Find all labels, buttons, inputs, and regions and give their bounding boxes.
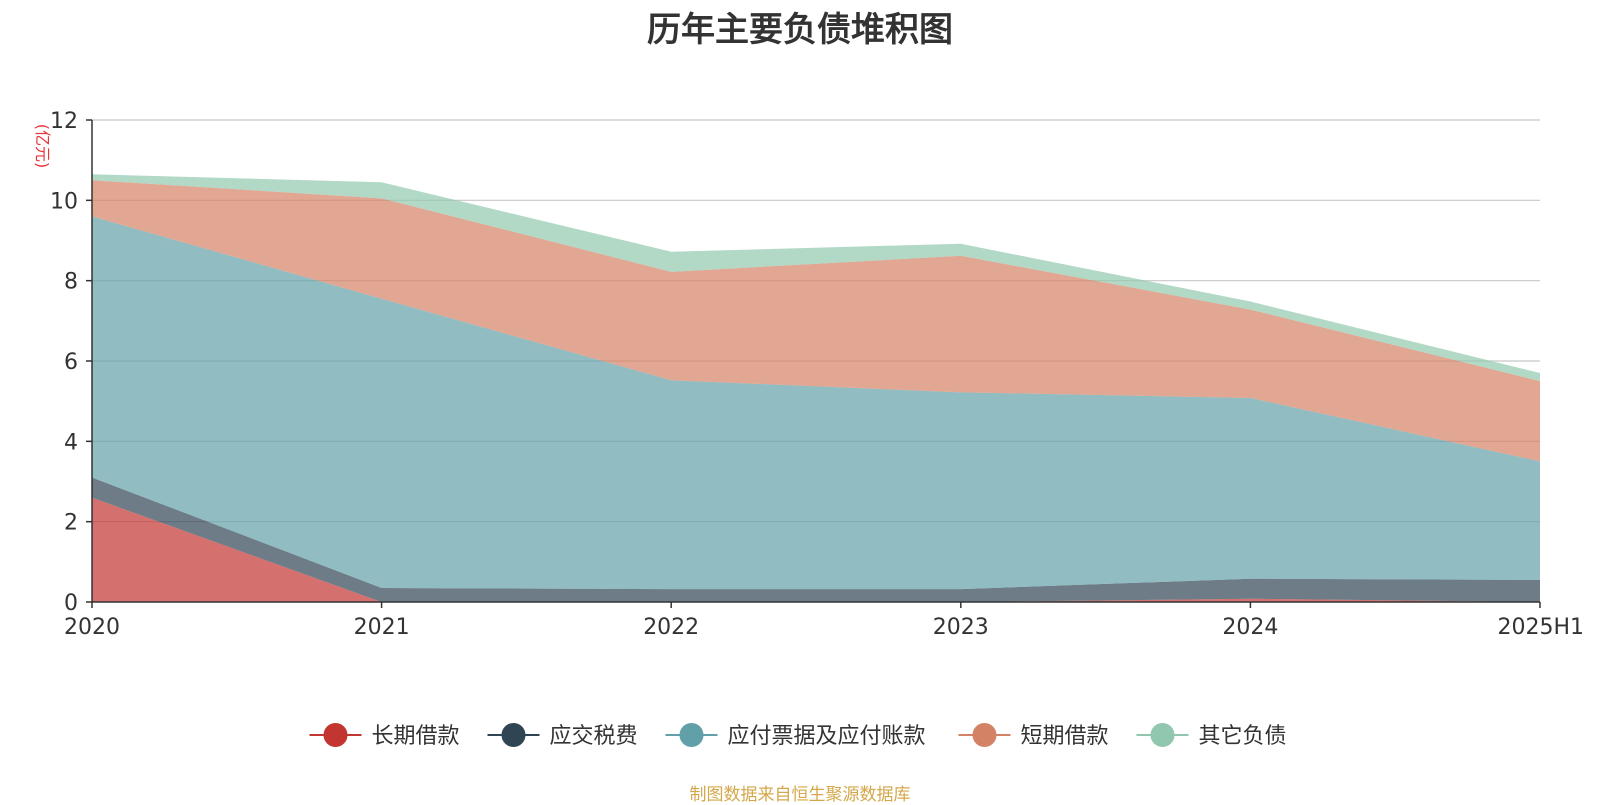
axes: 0 2 4 6 8 10 12 2020 2021 2022 2023 2024 2025H1 (亿元) [33, 109, 1584, 640]
legend-item-1[interactable]: 应交税费 [487, 723, 638, 749]
y-tick-label: 8 [64, 270, 78, 295]
area-series-0 [92, 497, 1540, 602]
legend-marker [972, 723, 997, 747]
y-tick-label: 6 [64, 350, 78, 375]
legend-label: 短期借款 [1021, 724, 1109, 749]
legend-label: 长期借款 [372, 724, 460, 749]
x-tick-label: 2023 [933, 615, 989, 640]
legend-label: 应付票据及应付账款 [728, 724, 926, 749]
x-tick-label: 2021 [354, 615, 410, 640]
legend-marker [501, 723, 526, 747]
legend: 长期借款 应交税费 应付票据及应付账款 短期借款 其它负债 [309, 723, 1287, 749]
y-tick-label: 10 [50, 189, 78, 214]
x-tick-label: 2020 [64, 615, 120, 640]
area-series-1 [92, 477, 1540, 602]
chart-title: 历年主要负债堆积图 [647, 10, 953, 50]
legend-item-4[interactable]: 其它负债 [1136, 723, 1287, 749]
x-tick-label: 2025H1 [1497, 615, 1584, 640]
legend-item-2[interactable]: 应付票据及应付账款 [665, 723, 926, 749]
area-series [92, 174, 1540, 602]
legend-marker [679, 723, 704, 747]
legend-item-0[interactable]: 长期借款 [309, 723, 460, 749]
area-series-2 [92, 216, 1540, 590]
y-tick-label: 0 [64, 591, 78, 616]
source-note: 制图数据来自恒生聚源数据库 [689, 785, 911, 805]
legend-label: 应交税费 [550, 724, 638, 749]
y-axis-unit-label: (亿元) [33, 124, 52, 169]
x-tick-label: 2022 [643, 615, 699, 640]
y-tick-label: 12 [50, 109, 78, 134]
legend-marker [1150, 723, 1175, 747]
legend-marker [323, 723, 348, 747]
legend-item-3[interactable]: 短期借款 [958, 723, 1109, 749]
legend-label: 其它负债 [1199, 724, 1287, 749]
area-series-3 [92, 180, 1540, 462]
y-tick-label: 4 [64, 430, 78, 455]
y-tick-label: 2 [64, 511, 78, 536]
x-tick-label: 2024 [1222, 615, 1278, 640]
